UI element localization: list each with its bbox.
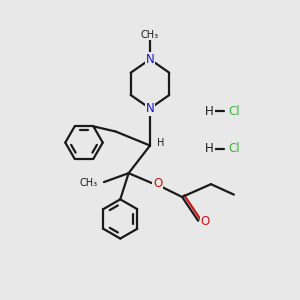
- Text: N: N: [146, 53, 154, 66]
- Text: Cl: Cl: [229, 105, 240, 118]
- Text: H: H: [205, 142, 214, 155]
- Text: Cl: Cl: [229, 142, 240, 155]
- Text: O: O: [153, 177, 162, 190]
- Text: CH₃: CH₃: [141, 30, 159, 40]
- Text: N: N: [146, 102, 154, 115]
- Text: CH₃: CH₃: [80, 178, 98, 188]
- Text: H: H: [205, 105, 214, 118]
- Text: H: H: [157, 138, 164, 148]
- Text: O: O: [200, 215, 210, 228]
